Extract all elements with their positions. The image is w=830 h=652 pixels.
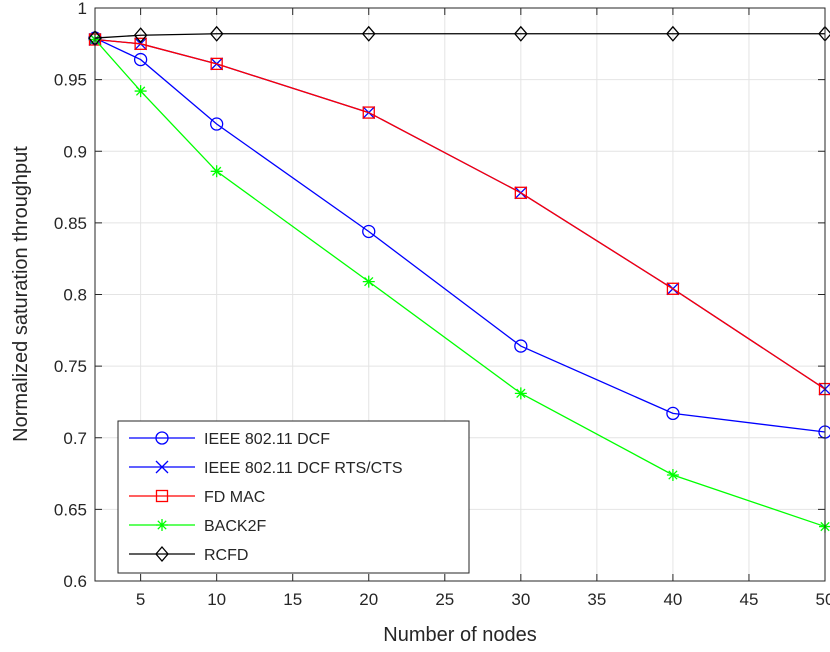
legend-entry: RCFD [129, 546, 248, 564]
data-point-diamond [155, 546, 169, 562]
y-tick-label: 0.95 [54, 71, 87, 90]
series-group [88, 25, 830, 47]
axis-ticks: 5 10 15 20 25 30 35 40 45 50 0.6 0.65 0.7 0.75 0.8 0.85… [54, 0, 830, 609]
legend-entry: BACK2F [129, 518, 266, 535]
legend-entry: IEEE 802.11 DCF RTS/CTS [129, 460, 403, 477]
x-tick-label: 30 [511, 590, 530, 609]
y-tick-label: 1 [78, 0, 87, 18]
data-point-circle [155, 431, 169, 445]
data-point-square [134, 37, 147, 50]
x-tick-label: 20 [359, 590, 378, 609]
y-tick-label: 0.9 [63, 142, 87, 161]
x-tick-label: 35 [587, 590, 606, 609]
data-point-asterisk [666, 468, 679, 481]
x-tick-label: 25 [435, 590, 454, 609]
data-point-circle [514, 339, 528, 353]
data-point-circle [133, 52, 148, 67]
data-point-diamond [513, 25, 528, 42]
y-axis-label: Normalized saturation throughput [10, 146, 32, 442]
data-point-square [514, 186, 527, 199]
series-group [89, 33, 830, 533]
data-point-asterisk [210, 165, 223, 178]
data-point-x [155, 460, 169, 474]
y-tick-label: 0.65 [54, 500, 87, 519]
y-tick-label: 0.7 [63, 429, 87, 448]
data-point-diamond [666, 25, 680, 42]
legend-label: BACK2F [204, 518, 266, 535]
data-point-asterisk [134, 85, 147, 98]
x-tick-label: 10 [207, 590, 226, 609]
data-point-asterisk [362, 275, 375, 288]
data-point-circle [210, 117, 224, 131]
x-tick-label: 15 [283, 590, 302, 609]
x-tick-label: 45 [739, 590, 758, 609]
series-layer [88, 25, 830, 533]
series-line [94, 37, 826, 433]
data-point-asterisk [156, 519, 168, 531]
legend-label: IEEE 802.11 DCF RTS/CTS [204, 460, 403, 477]
x-tick-label: 5 [136, 590, 145, 609]
data-point-square [362, 106, 375, 119]
legend-entry: FD MAC [129, 489, 265, 506]
x-axis-label: Number of nodes [383, 624, 536, 646]
data-point-asterisk [514, 387, 527, 400]
data-point-square [666, 282, 680, 295]
legend: IEEE 802.11 DCF IEEE 802.11 DCF RTS/CTS FD… [117, 420, 470, 574]
data-point-circle [666, 406, 680, 421]
y-tick-label: 0.6 [63, 572, 87, 591]
legend-box [117, 420, 470, 574]
data-point-square [210, 57, 223, 71]
data-point-diamond [209, 25, 224, 42]
legend-entry: IEEE 802.11 DCF [129, 431, 330, 448]
data-point-diamond [133, 27, 148, 44]
y-tick-label: 0.75 [54, 357, 87, 376]
x-tick-label: 40 [663, 590, 682, 609]
y-tick-label: 0.8 [63, 286, 87, 305]
x-tick-label: 50 [816, 590, 830, 609]
legend-label: RCFD [204, 547, 248, 564]
legend-label: IEEE 802.11 DCF [204, 431, 330, 448]
data-point-square [155, 489, 169, 503]
y-tick-label: 0.85 [54, 214, 87, 233]
series-line [94, 33, 825, 39]
data-point-circle [362, 224, 376, 239]
series-line [94, 38, 826, 390]
legend-label: FD MAC [204, 489, 265, 506]
data-point-diamond [361, 25, 376, 42]
